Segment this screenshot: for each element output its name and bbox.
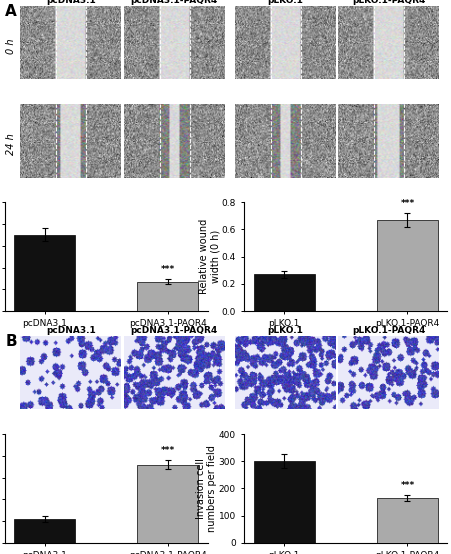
Bar xyxy=(253,461,314,543)
Title: pcDNA3.1: pcDNA3.1 xyxy=(46,0,95,5)
Text: 0 h: 0 h xyxy=(6,38,16,54)
Y-axis label: Relative wound
width (0 h): Relative wound width (0 h) xyxy=(198,219,220,294)
Bar xyxy=(253,274,314,311)
Title: pLKO.1: pLKO.1 xyxy=(267,326,303,335)
Y-axis label: Invasion cell
numbers per field: Invasion cell numbers per field xyxy=(195,445,217,532)
Title: pLKO.1: pLKO.1 xyxy=(267,0,303,5)
Text: B: B xyxy=(5,334,17,349)
Title: pLKO.1-PAQR4: pLKO.1-PAQR4 xyxy=(351,0,424,5)
Title: pLKO.1-PAQR4: pLKO.1-PAQR4 xyxy=(351,326,424,335)
Text: 24 h: 24 h xyxy=(6,134,16,155)
Title: pcDNA3.1: pcDNA3.1 xyxy=(46,326,95,335)
Bar xyxy=(376,498,437,543)
Text: ***: *** xyxy=(400,481,414,490)
Text: ***: *** xyxy=(160,265,175,274)
Bar xyxy=(14,519,75,543)
Bar xyxy=(137,282,198,311)
Text: ***: *** xyxy=(160,446,175,455)
Bar xyxy=(14,235,75,311)
Text: ***: *** xyxy=(400,199,414,208)
Title: pcDNA3.1-PAQR4: pcDNA3.1-PAQR4 xyxy=(130,326,217,335)
Bar xyxy=(137,464,198,543)
Bar xyxy=(376,220,437,311)
Text: A: A xyxy=(5,4,17,19)
Title: pcDNA3.1-PAQR4: pcDNA3.1-PAQR4 xyxy=(130,0,217,5)
